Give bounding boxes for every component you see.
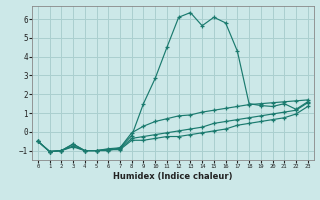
X-axis label: Humidex (Indice chaleur): Humidex (Indice chaleur)	[113, 172, 233, 181]
